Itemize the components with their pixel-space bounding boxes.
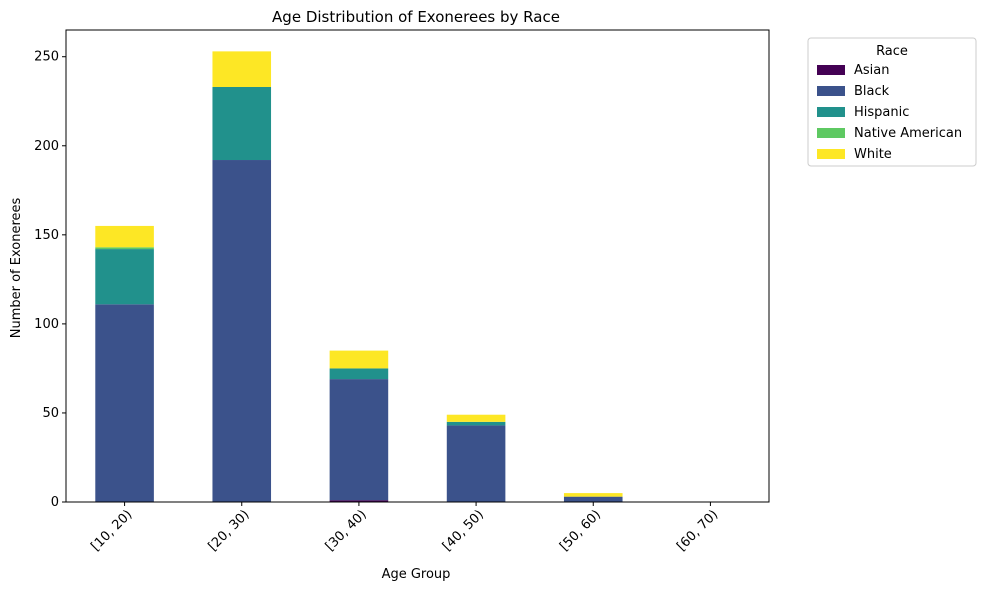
x-tick-label: [40, 50): [440, 507, 487, 554]
legend-swatch-native-american: [817, 128, 845, 138]
legend-swatch-hispanic: [817, 107, 845, 117]
legend-label-hispanic: Hispanic: [854, 105, 909, 120]
bar-black-0: [95, 304, 154, 502]
bar-black-1: [212, 160, 272, 502]
y-axis-label: Number of Exonerees: [9, 198, 24, 339]
legend-swatch-asian: [817, 65, 845, 75]
bar-white-4: [563, 493, 623, 497]
x-tick-label: [30, 40): [323, 507, 370, 554]
y-tick-label: 0: [51, 495, 59, 510]
bar-white-3: [446, 414, 506, 422]
bar-white-0: [95, 225, 154, 248]
chart-title: Age Distribution of Exonerees by Race: [272, 8, 560, 26]
legend-label-black: Black: [854, 84, 890, 99]
x-tick-label: [60, 70): [674, 507, 721, 554]
bars-layer: [95, 51, 623, 502]
x-axis-label: Age Group: [382, 567, 451, 582]
y-tick-label: 200: [34, 139, 59, 154]
x-tick-label: [50, 60): [557, 507, 604, 554]
bar-hispanic-0: [95, 249, 154, 305]
bar-black-4: [563, 496, 623, 502]
bar-hispanic-3: [446, 421, 506, 426]
bar-hispanic-2: [329, 368, 389, 380]
legend-swatch-white: [817, 149, 845, 159]
bar-hispanic-1: [212, 86, 272, 161]
x-tick-label: [10, 20): [88, 507, 135, 554]
bar-native-american-0: [95, 247, 154, 250]
bar-white-1: [212, 51, 272, 87]
bar-asian-2: [329, 500, 389, 502]
y-tick-label: 50: [42, 406, 59, 421]
legend-title: Race: [876, 44, 908, 59]
bar-black-2: [329, 379, 389, 501]
y-tick-label: 150: [34, 228, 59, 243]
y-tick-label: 100: [34, 317, 59, 332]
plot-frame: [65, 29, 770, 503]
legend-label-asian: Asian: [854, 63, 889, 78]
legend-swatch-black: [817, 86, 845, 96]
x-tick-label: [20, 30): [206, 507, 253, 554]
bar-white-2: [329, 350, 389, 369]
y-tick-label: 250: [34, 50, 59, 65]
legend-box: [807, 37, 977, 167]
legend-label-white: White: [854, 147, 892, 162]
legend-label-native-american: Native American: [854, 126, 962, 141]
legend: Race Asian Black Hispanic Native American Whi…: [807, 37, 977, 167]
bar-black-3: [446, 425, 506, 502]
